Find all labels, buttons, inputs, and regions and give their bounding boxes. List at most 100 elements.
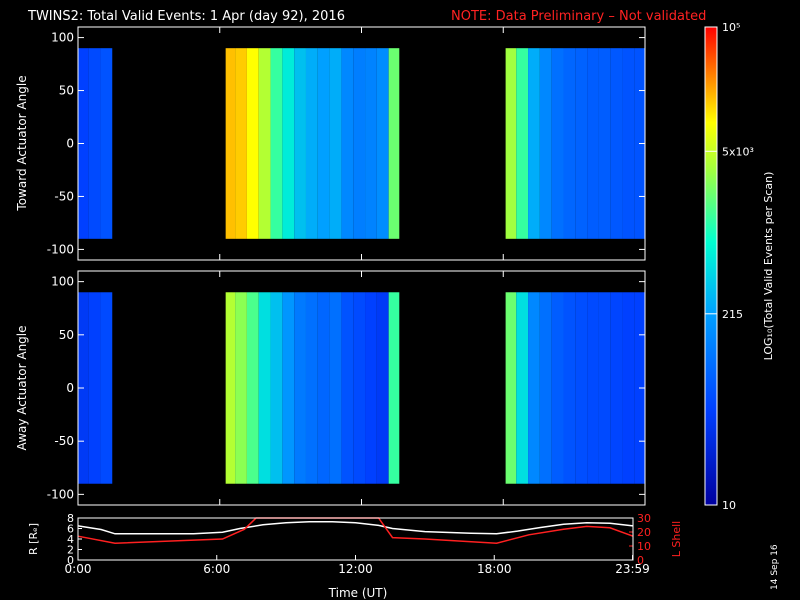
toward-panel: 100 50 0 -50 -100 Toward Actuator Angle xyxy=(15,26,646,261)
heatmap-column xyxy=(610,48,623,239)
heatmap-column xyxy=(551,292,564,484)
heatmap-column xyxy=(317,48,330,239)
heatmap-column xyxy=(235,48,247,239)
y-tick-label: 50 xyxy=(59,328,74,342)
lshell-tick-label: 0 xyxy=(637,554,644,567)
heatmap-column xyxy=(551,48,564,239)
date-stamp: 14 Sep 16 xyxy=(770,544,780,590)
time-tick-label: 6:00 xyxy=(203,562,230,576)
away-panel: 100 50 0 -50 -100 Away Actuator Angle xyxy=(15,270,646,506)
time-axis-label: Time (UT) xyxy=(328,586,388,600)
heatmap-column xyxy=(88,48,101,239)
heatmap-column xyxy=(329,48,342,239)
y-tick-label: 100 xyxy=(51,31,74,45)
heatmap-column xyxy=(225,292,236,484)
r-tick-label: 0 xyxy=(67,554,74,567)
heatmap-column xyxy=(388,292,400,484)
heatmap-column xyxy=(563,48,576,239)
heatmap-column xyxy=(341,292,354,484)
heatmap-column xyxy=(317,292,330,484)
heatmap-column xyxy=(246,292,259,484)
lshell-tick-label: 20 xyxy=(637,526,651,539)
heatmap-column xyxy=(305,292,318,484)
heatmap-column xyxy=(622,292,635,484)
time-tick-label: 23:59 xyxy=(615,562,650,576)
heatmap-column xyxy=(528,292,540,484)
y-tick-label: -100 xyxy=(47,242,74,256)
r-tick-label: 6 xyxy=(67,523,74,536)
y-tick-label: 0 xyxy=(66,137,74,151)
toward-axis-label: Toward Actuator Angle xyxy=(15,75,29,211)
heatmap-column xyxy=(505,48,517,239)
heatmap-column xyxy=(246,48,259,239)
colorbar-tick-label: 10 xyxy=(722,499,736,512)
heatmap-column xyxy=(563,292,576,484)
colorbar-tick-label: 215 xyxy=(722,308,743,321)
heatmap-column xyxy=(353,292,366,484)
time-tick-label: 0:00 xyxy=(65,562,92,576)
y-tick-label: 0 xyxy=(66,381,74,395)
heatmap-column xyxy=(598,292,611,484)
lshell-tick-label: 30 xyxy=(637,512,651,525)
heatmap-column xyxy=(376,292,389,484)
orbit-panel-frame xyxy=(77,517,634,561)
heatmap-column xyxy=(539,292,552,484)
time-tick-label: 12:00 xyxy=(338,562,373,576)
radius-line xyxy=(77,520,634,535)
heatmap-column xyxy=(376,48,389,239)
heatmap-column xyxy=(258,292,271,484)
heatmap-column xyxy=(225,48,236,239)
r-tick-label: 4 xyxy=(67,533,74,546)
colorbar-gradient xyxy=(704,26,718,506)
r-tick-label: 8 xyxy=(67,512,74,525)
r-tick-label: 2 xyxy=(67,544,74,557)
heatmap-column xyxy=(100,48,113,239)
heatmap-column xyxy=(575,292,588,484)
heatmap-column xyxy=(282,292,295,484)
heatmap-column xyxy=(587,48,599,239)
toward-panel-frame xyxy=(77,26,646,261)
heatmap-column xyxy=(258,48,271,239)
heatmap-column xyxy=(516,292,529,484)
lshell-line xyxy=(77,517,634,544)
y-tick-label: 50 xyxy=(59,84,74,98)
plot-title: TWINS2: Total Valid Events: 1 Apr (day 9… xyxy=(27,9,345,24)
colorbar: 10⁵ 5x10³ 215 10 LOG₁₀(Total Valid Events p… xyxy=(704,21,775,512)
y-tick-label: -100 xyxy=(47,487,74,501)
heatmap-column xyxy=(341,48,354,239)
heatmap-column xyxy=(294,48,306,239)
heatmap-column xyxy=(282,48,295,239)
heatmap-column xyxy=(598,48,611,239)
orbit-panel-background xyxy=(78,518,633,560)
lshell-axis-label: L Shell xyxy=(670,521,683,557)
heatmap-column xyxy=(505,292,517,484)
r-axis-label: R [Rₑ] xyxy=(27,523,40,555)
away-axis-label: Away Actuator Angle xyxy=(15,325,29,450)
heatmap-column xyxy=(622,48,635,239)
preliminary-note: NOTE: Data Preliminary – Not validated xyxy=(451,9,706,24)
heatmap-column xyxy=(388,48,400,239)
heatmap-column xyxy=(270,48,283,239)
heatmap-column xyxy=(305,48,318,239)
heatmap-column xyxy=(100,292,113,484)
heatmap-column xyxy=(365,48,377,239)
heatmap-column xyxy=(329,292,342,484)
y-tick-label: -50 xyxy=(54,434,74,448)
time-tick-label: 18:00 xyxy=(477,562,512,576)
heatmap-column xyxy=(294,292,306,484)
heatmap-column xyxy=(88,292,101,484)
colorbar-tick-label: 5x10³ xyxy=(722,145,754,158)
y-tick-label: 100 xyxy=(51,275,74,289)
heatmap-column xyxy=(365,292,377,484)
lshell-tick-label: 10 xyxy=(637,540,651,553)
y-tick-label: -50 xyxy=(54,189,74,203)
colorbar-label: LOG₁₀(Total Valid Events per Scan) xyxy=(762,172,775,361)
heatmap-column xyxy=(587,292,599,484)
heatmap-column xyxy=(235,292,247,484)
heatmap-column xyxy=(516,48,529,239)
colorbar-tick-label: 10⁵ xyxy=(722,21,740,34)
heatmap-column xyxy=(539,48,552,239)
heatmap-column xyxy=(575,48,588,239)
heatmap-column xyxy=(528,48,540,239)
